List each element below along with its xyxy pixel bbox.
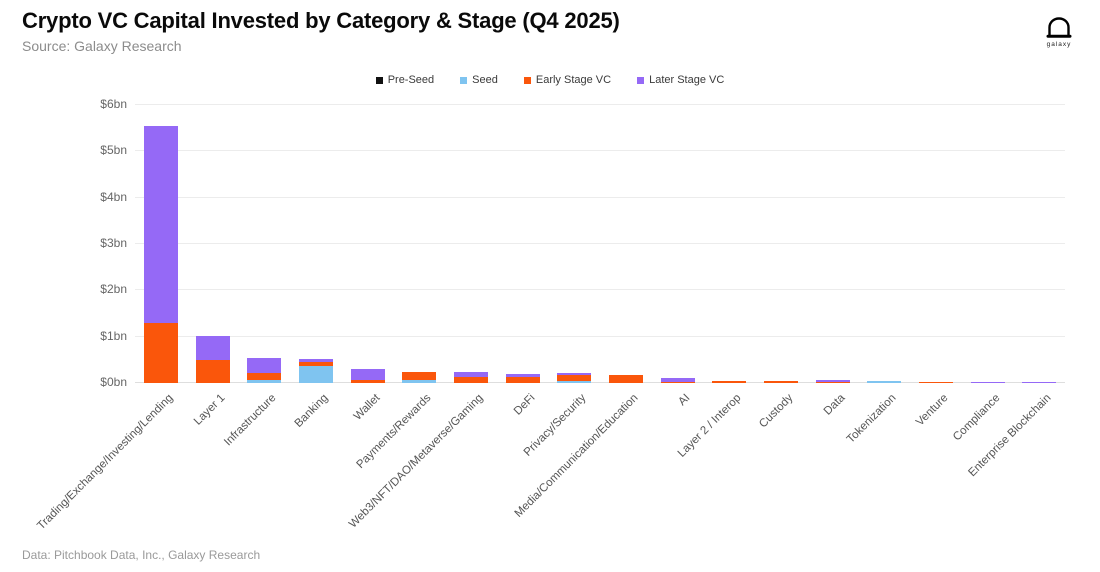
bar-segment (867, 380, 902, 383)
plot-area (135, 104, 1065, 383)
bar-segment (195, 335, 230, 360)
bar-segment (247, 372, 282, 380)
gridline (135, 150, 1065, 152)
gridline (135, 289, 1065, 291)
legend-swatch-icon (523, 76, 531, 84)
bar-segment (143, 125, 178, 323)
bar-segment (505, 373, 540, 377)
bar-segment (1022, 382, 1057, 383)
y-axis-tick-label: $2bn (100, 282, 127, 297)
bar-segment (402, 379, 437, 383)
galaxy-helmet-icon (1046, 17, 1072, 38)
legend-label: Later Stage VC (649, 74, 725, 86)
bar-segment (815, 380, 850, 382)
bar-segment (660, 382, 695, 383)
legend-item: Later Stage VC (637, 74, 724, 86)
legend-label: Pre-Seed (387, 74, 435, 86)
y-axis-tick-label: $1bn (100, 328, 127, 343)
galaxy-logo: galaxy (1036, 16, 1082, 48)
bar-segment (453, 376, 488, 383)
legend-swatch-icon (460, 76, 468, 84)
bar-segment (712, 380, 747, 383)
bar-segment (608, 375, 643, 383)
footer-credit: Data: Pitchbook Data, Inc., Galaxy Resea… (22, 548, 261, 562)
y-axis-tick-label: $0bn (100, 375, 127, 389)
legend-item: Pre-Seed (375, 74, 435, 86)
bar-segment (247, 379, 282, 383)
galaxy-logo-text: galaxy (1046, 41, 1072, 48)
gridline (135, 104, 1065, 105)
legend-label: Early Stage VC (535, 74, 612, 86)
y-axis-tick-label: $3bn (100, 236, 127, 250)
page-title: Crypto VC Capital Invested by Category &… (22, 8, 620, 33)
bar-segment (298, 365, 333, 383)
bar-segment (918, 381, 953, 383)
legend-item: Seed (460, 74, 498, 86)
bar-segment (557, 380, 592, 383)
bar-segment (350, 369, 385, 381)
legend-item: Early Stage VC (523, 74, 612, 86)
bar-segment (350, 380, 385, 383)
bar-segment (143, 322, 178, 383)
bar-segment (660, 378, 695, 383)
y-axis-tick-label: $4bn (100, 189, 127, 204)
legend-swatch-icon (637, 76, 645, 84)
bar-segment (970, 382, 1005, 383)
bar-segment (557, 375, 592, 381)
bar-segment (815, 381, 850, 383)
bar-segment (402, 371, 437, 380)
bar-segment (298, 361, 333, 366)
bar-segment (195, 359, 230, 383)
bar-segment (247, 357, 282, 373)
gridline (135, 382, 1065, 383)
chart-source-subtitle: Source: Galaxy Research (22, 38, 182, 54)
gridline (135, 243, 1065, 244)
gridline (135, 196, 1065, 198)
y-axis-tick-label: $6bn (100, 97, 127, 111)
legend-label: Seed (472, 74, 498, 86)
chart-legend: Pre-Seed Seed Early Stage VC Later Stage VC (0, 74, 1100, 86)
bar-segment (453, 371, 488, 377)
legend-swatch-icon (375, 76, 383, 84)
bar-segment (557, 372, 592, 376)
bar-segment (763, 380, 798, 383)
gridline (135, 335, 1065, 337)
y-axis-tick-label: $5bn (100, 143, 127, 158)
bar-segment (298, 358, 333, 362)
bar-segment (505, 376, 540, 383)
